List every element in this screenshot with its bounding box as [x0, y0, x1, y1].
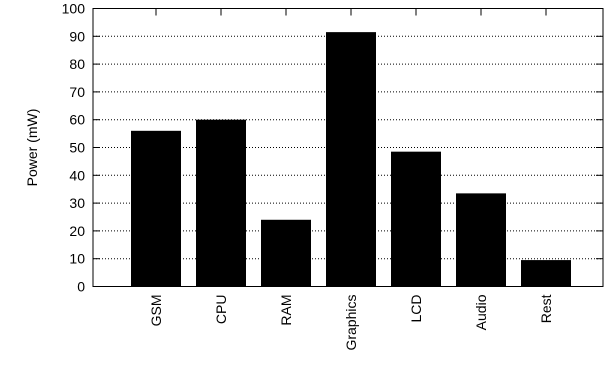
bar-gsm [131, 130, 181, 287]
y-tick-label: 90 [69, 28, 85, 44]
x-tick-label: CPU [213, 295, 229, 325]
y-tick-label: 20 [69, 223, 85, 239]
bar-ram [261, 219, 311, 287]
x-tick-label: Graphics [343, 295, 359, 351]
bar-audio [456, 193, 506, 287]
x-tick-label: Rest [538, 294, 554, 323]
x-tick-label: RAM [278, 295, 294, 326]
x-axis-ticks: GSM CPU RAM Graphics LCD Audio Rest [148, 8, 554, 351]
y-tick-label: 70 [69, 84, 85, 100]
y-tick-label: 30 [69, 195, 85, 211]
x-tick-label: LCD [408, 295, 424, 323]
x-tick-label: Audio [473, 294, 489, 330]
y-tick-label: 0 [77, 279, 85, 295]
y-tick-label: 60 [69, 112, 85, 128]
y-tick-label: 40 [69, 167, 85, 183]
y-tick-label: 80 [69, 56, 85, 72]
bars [131, 32, 571, 287]
x-tick-label: GSM [148, 295, 164, 327]
bar-cpu [196, 119, 246, 287]
y-axis-label: Power (mW) [24, 109, 40, 187]
bar-graphics [326, 32, 376, 287]
bar-lcd [391, 151, 441, 287]
y-tick-label: 10 [69, 251, 85, 267]
y-axis-ticks: 0 10 20 30 40 50 60 70 80 90 100 [62, 1, 603, 295]
y-tick-label: 100 [62, 1, 86, 17]
y-tick-label: 50 [69, 140, 85, 156]
